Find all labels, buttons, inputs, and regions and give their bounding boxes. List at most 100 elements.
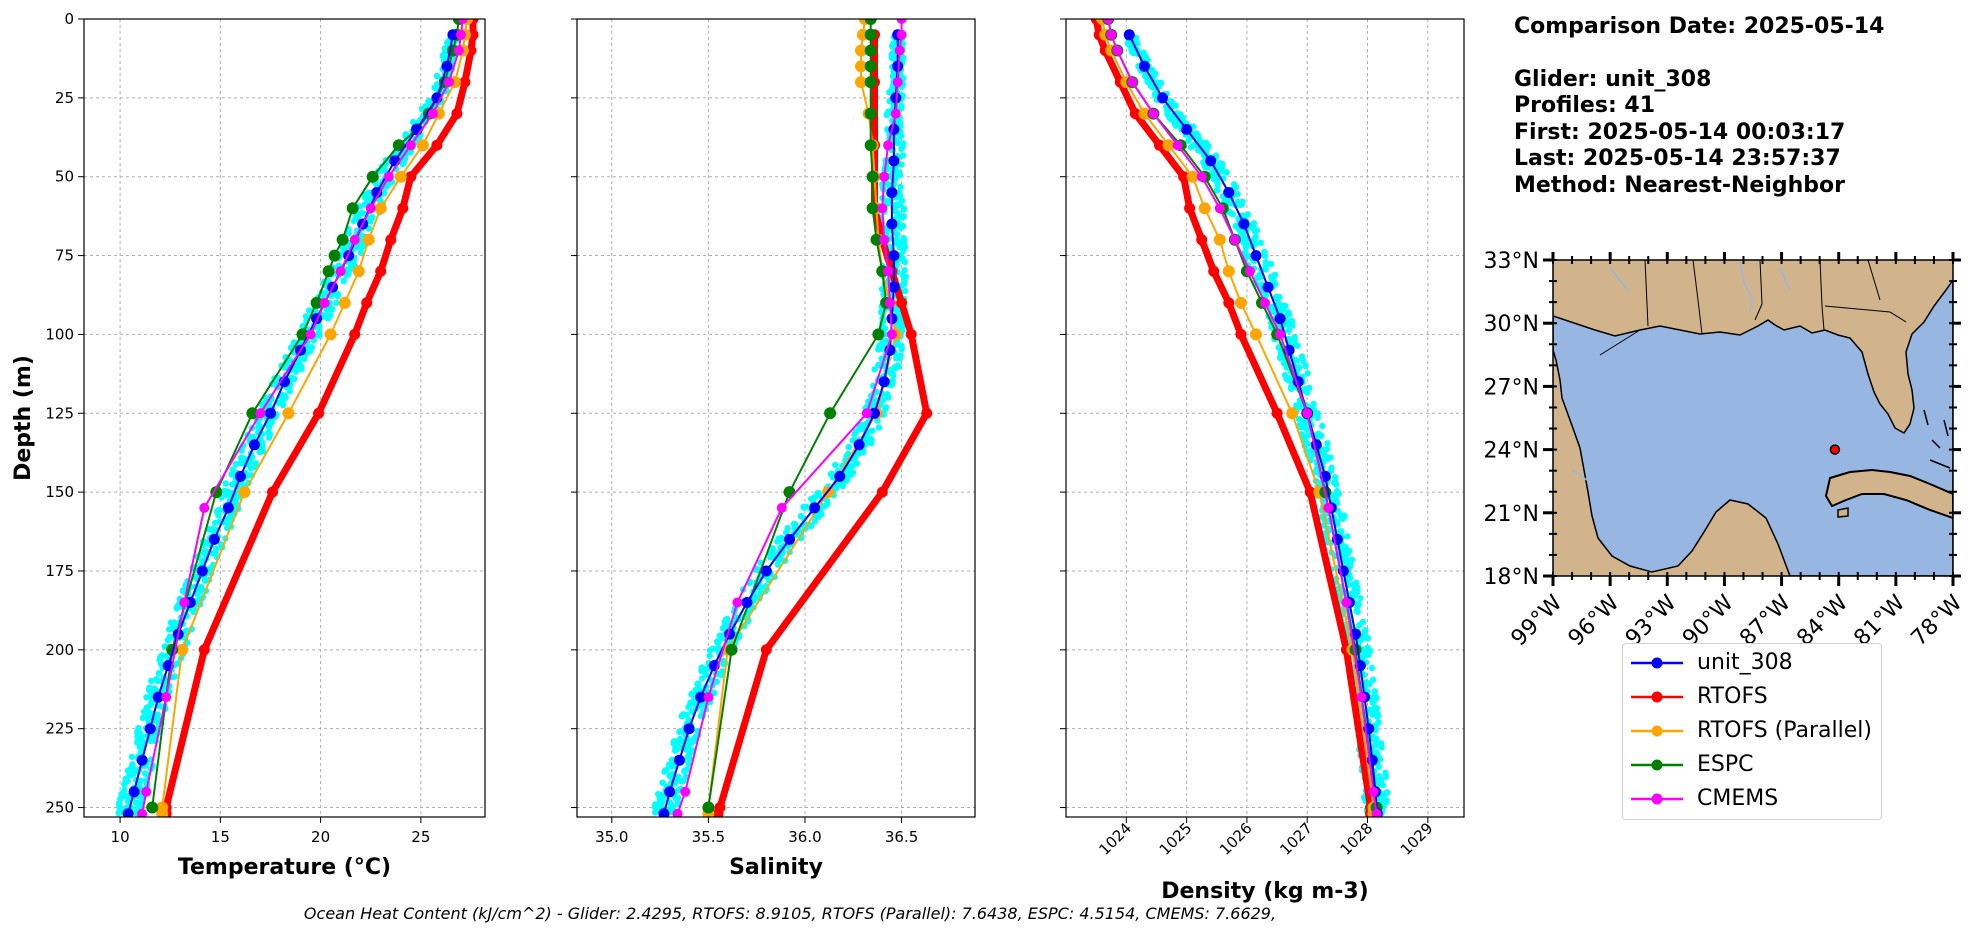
- scatter-point: [1172, 118, 1179, 126]
- legend-label-unit-308: unit_308: [1697, 650, 1793, 675]
- scatter-point: [1375, 763, 1382, 770]
- scatter-point: [139, 714, 146, 721]
- scatter-point: [858, 421, 865, 429]
- legend-item-rtofs: RTOFS: [1623, 680, 1881, 714]
- scatter-point: [212, 549, 219, 556]
- series-point-unit-308: [888, 250, 900, 262]
- ohc-footer: Ocean Heat Content (kJ/cm^2) - Glider: 2…: [303, 904, 1277, 923]
- series-point-cmems: [703, 692, 714, 703]
- scatter-point: [299, 323, 306, 330]
- scatter-point: [1179, 114, 1187, 121]
- series-rtofs-1: [160, 19, 479, 817]
- scatter-point: [1372, 704, 1379, 711]
- series-point-rtofs-parallel: [176, 643, 189, 656]
- series-point-cmems: [885, 297, 895, 308]
- series-point-rtofs: [1223, 297, 1235, 309]
- scatter-point: [1232, 222, 1240, 230]
- scatter-point: [1377, 777, 1385, 785]
- series-point-rtofs-parallel: [394, 170, 407, 183]
- glider-name: Glider: unit_308: [1514, 66, 1712, 92]
- series-point-rtofs: [267, 486, 278, 498]
- scatter-point: [1262, 292, 1269, 299]
- legend-marker-rtofs-parallel: [1631, 725, 1683, 737]
- scatter-point: [222, 480, 229, 487]
- glider-position-marker: [1829, 444, 1841, 455]
- series-point-rtofs: [405, 171, 417, 183]
- scatter-point: [685, 752, 692, 760]
- scatter-point: [665, 761, 673, 769]
- series-point-espc: [824, 407, 837, 420]
- scatter-point: [1291, 341, 1299, 348]
- x-tick-label: 1025: [1156, 819, 1196, 859]
- legend-label-rtofs: RTOFS: [1697, 684, 1768, 709]
- scatter-point: [886, 89, 893, 96]
- scatter-point: [896, 171, 904, 179]
- grid-2: [577, 18, 975, 817]
- legend-label-espc: ESPC: [1697, 752, 1754, 777]
- scatter-point: [1150, 71, 1158, 78]
- y-tick-label: 250: [45, 799, 74, 817]
- legend-item-espc: ESPC: [1623, 748, 1881, 782]
- series-point-cmems: [365, 203, 376, 214]
- series-point-cmems: [1127, 77, 1138, 88]
- scatter-point: [156, 656, 163, 664]
- scatter-point: [286, 387, 293, 395]
- series-point-unit-308: [248, 439, 260, 451]
- scatter-point: [849, 437, 856, 444]
- series-point-cmems: [890, 108, 901, 119]
- scatter-point: [1370, 736, 1378, 743]
- x-tick-label: 15: [211, 828, 230, 846]
- scatter-point: [1124, 40, 1131, 47]
- series-point-cmems: [1229, 234, 1240, 245]
- scatter-point: [1304, 370, 1311, 377]
- scatter-point: [146, 685, 153, 693]
- scatter-point: [1144, 78, 1151, 85]
- map-lat-label: 27°N: [1484, 375, 1539, 400]
- series-point-cmems: [1260, 297, 1270, 308]
- series-point-unit-308: [1205, 155, 1217, 167]
- scatter-point: [1371, 688, 1379, 695]
- series-point-cmems: [1371, 808, 1382, 817]
- scatter-point: [146, 710, 153, 718]
- series-point-unit-308: [683, 723, 695, 735]
- scatter-point: [211, 519, 219, 527]
- series-point-rtofs-parallel: [374, 202, 387, 215]
- series-point-rtofs: [1235, 328, 1247, 340]
- scatter-point: [1292, 356, 1299, 364]
- comparison-date: Comparison Date: 2025-05-14: [1514, 14, 1885, 39]
- legend-marker-unit-308: [1631, 657, 1683, 669]
- series-point-rtofs-parallel: [1222, 265, 1235, 278]
- series-point-cmems: [861, 408, 872, 419]
- series-point-cmems: [1368, 786, 1379, 797]
- scatter-point: [1324, 445, 1331, 453]
- scatter-point: [811, 518, 818, 525]
- series-point-espc: [864, 28, 877, 41]
- series-point-rtofs: [760, 644, 772, 656]
- bahamas: [1923, 409, 1951, 469]
- scatter-point: [814, 490, 821, 497]
- series-point-cmems: [137, 808, 148, 817]
- series-point-rtofs: [712, 808, 724, 817]
- method: Method: Nearest-Neighbor: [1514, 172, 1845, 198]
- series-point-rtofs: [1271, 407, 1283, 419]
- axes-frame-2: [576, 18, 976, 818]
- scatter-point: [654, 802, 662, 809]
- map-lon-label: 96°W: [1564, 590, 1625, 651]
- series-point-unit-308: [886, 187, 898, 198]
- series-point-unit-308: [128, 786, 140, 798]
- scatter-point: [1328, 464, 1335, 471]
- map-lat-label: 18°N: [1484, 565, 1539, 590]
- series-point-cmems: [453, 45, 464, 56]
- scatter-point: [1365, 651, 1372, 659]
- legend-label-cmems: CMEMS: [1697, 786, 1779, 811]
- series-point-unit-308: [853, 439, 865, 451]
- scatter-point: [1257, 239, 1265, 246]
- x-axis-label-2: Salinity: [729, 855, 823, 880]
- scatter-point: [881, 325, 889, 332]
- series-point-cmems: [199, 502, 210, 513]
- location-map: 99°W96°W93°W90°W87°W84°W81°W78°W18°N21°N…: [1484, 249, 1968, 651]
- legend-item-unit-308: unit_308: [1623, 646, 1881, 680]
- series-point-unit-308: [658, 808, 670, 817]
- scatter-point: [1337, 511, 1344, 519]
